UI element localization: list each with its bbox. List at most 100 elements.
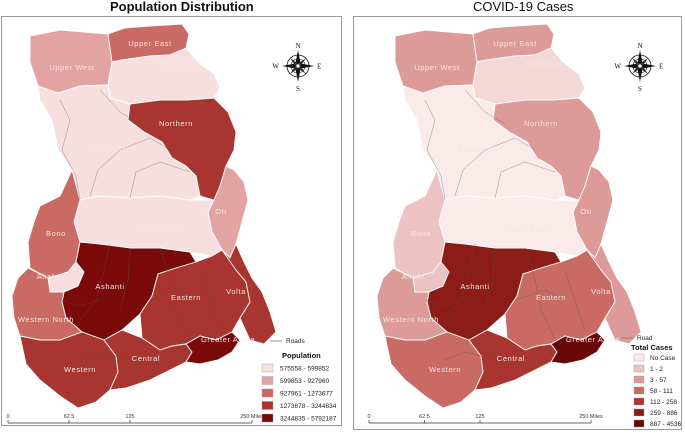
region-label-savannah: Savannah bbox=[93, 145, 132, 154]
road-line bbox=[444, 243, 476, 321]
legend-swatch bbox=[633, 364, 645, 373]
scale-tick-label: 0 bbox=[367, 414, 370, 420]
road-line bbox=[524, 247, 556, 341]
region-label-bono-east: Bono East bbox=[142, 225, 182, 234]
legend-swatch bbox=[261, 401, 274, 410]
legend-item-label: 887 - 4536 bbox=[650, 421, 681, 428]
population-map-frame bbox=[1, 16, 342, 426]
road-line bbox=[454, 137, 536, 197]
region-label-bono: Bono bbox=[411, 229, 431, 238]
road-line bbox=[119, 247, 131, 311]
road-line bbox=[424, 99, 446, 201]
legend-item-label: No Case bbox=[650, 355, 676, 362]
region-label-north-east: North East bbox=[524, 59, 566, 68]
cases-legend-title: Total Cases bbox=[631, 343, 673, 352]
legend-item-label: 599853 - 927960 bbox=[280, 378, 330, 385]
region-label-northern: Northern bbox=[524, 119, 558, 128]
region-label-eastern: Eastern bbox=[536, 293, 566, 302]
road-line bbox=[79, 351, 161, 361]
region-label-oti: Oti bbox=[215, 207, 226, 216]
region-bono bbox=[392, 168, 446, 279]
road-layer bbox=[59, 89, 221, 361]
covid-map-panel: COVID-19 Cases Upper West Upper East North… bbox=[353, 0, 685, 434]
scale-tick-label: 62.5 bbox=[64, 414, 75, 420]
legend-swatch bbox=[633, 419, 645, 428]
compass-west-label: W bbox=[272, 63, 279, 71]
road-line bbox=[199, 269, 221, 331]
legend-item-label: 1 - 2 bbox=[650, 366, 663, 373]
region-label-oti: Oti bbox=[580, 207, 591, 216]
scale-tick-label: 250 Miles bbox=[240, 414, 264, 420]
compass-north-label: N bbox=[295, 42, 300, 50]
legend-swatch bbox=[261, 413, 274, 423]
region-label-greater-accra: Greater Accra bbox=[566, 335, 620, 344]
region-label-upper-east: Upper East bbox=[128, 39, 172, 48]
legend-swatch bbox=[261, 388, 274, 398]
region-savannah bbox=[37, 84, 201, 201]
compass-north-label: N bbox=[637, 42, 642, 50]
population-map-title: Population Distribution bbox=[110, 0, 254, 14]
region-volta bbox=[221, 242, 277, 345]
region-volta bbox=[586, 242, 642, 345]
region-layer bbox=[376, 23, 642, 409]
region-label-western: Western bbox=[64, 365, 96, 374]
region-label-western-north: Western North bbox=[18, 315, 74, 324]
region-label-ahafo: Ahafo bbox=[402, 272, 425, 281]
region-upper-west bbox=[394, 29, 478, 94]
region-label-north-east: North East bbox=[159, 59, 201, 68]
region-label-ashanti: Ashanti bbox=[460, 282, 489, 291]
legend-swatch bbox=[261, 363, 274, 373]
legend-item-label: 58 - 111 bbox=[650, 388, 673, 395]
population-map-panel: Population Distribution Upper West Upper … bbox=[1, 0, 342, 426]
region-label-ahafo: Ahafo bbox=[37, 272, 60, 281]
road-legend-label: Road bbox=[637, 335, 653, 342]
compass-rose-icon: N S E W bbox=[272, 42, 321, 93]
covid-map: Upper West Upper East North East Northern Sa… bbox=[367, 23, 681, 428]
legend-swatch bbox=[633, 375, 645, 384]
scale-bar: 0 62.5 125 250 Miles bbox=[6, 414, 264, 424]
legend-item-label: 112 - 258 bbox=[650, 399, 677, 406]
scale-tick-label: 250 Miles bbox=[579, 414, 603, 420]
region-label-bono: Bono bbox=[46, 229, 66, 238]
scale-tick-label: 0 bbox=[6, 414, 9, 420]
region-upper-west bbox=[29, 29, 113, 94]
covid-map-frame bbox=[353, 16, 682, 430]
legend-item-label: 3 - 57 bbox=[650, 377, 667, 384]
region-labels: Upper West Upper East North East Northern Sa… bbox=[18, 39, 255, 374]
legend-item-label: 927961 - 1273677 bbox=[280, 391, 333, 398]
scale-tick-label: 125 bbox=[125, 414, 134, 420]
region-layer bbox=[11, 23, 277, 409]
region-label-savannah: Savannah bbox=[458, 145, 497, 154]
region-savannah bbox=[402, 84, 566, 201]
region-label-greater-accra: Greater Accra bbox=[201, 335, 255, 344]
legend-swatch bbox=[633, 353, 645, 362]
road-line bbox=[59, 299, 101, 307]
region-label-western-north: Western North bbox=[383, 315, 439, 324]
road-line bbox=[99, 89, 141, 125]
region-label-central: Central bbox=[497, 354, 525, 363]
road-line bbox=[159, 247, 191, 341]
scale-bar: 0 62.5 125 250 Miles bbox=[367, 414, 603, 424]
legend-item-label: 259 - 886 bbox=[650, 410, 678, 417]
road-line bbox=[79, 243, 111, 321]
region-bono bbox=[27, 168, 81, 279]
road-line bbox=[89, 137, 171, 197]
compass-rose-icon: N S E W bbox=[614, 42, 663, 93]
roads-legend-label: Roads bbox=[286, 338, 306, 345]
road-line bbox=[514, 289, 566, 301]
compass-east-label: E bbox=[317, 63, 321, 71]
legend-item-label: 3244835 - 5792187 bbox=[280, 416, 337, 423]
legend-item-label: 1273678 - 3244834 bbox=[280, 403, 337, 410]
region-label-western: Western bbox=[429, 365, 461, 374]
legend-swatch bbox=[261, 376, 274, 385]
road-line bbox=[494, 161, 556, 199]
region-label-upper-east: Upper East bbox=[493, 39, 537, 48]
region-label-northern: Northern bbox=[159, 119, 193, 128]
road-line bbox=[444, 351, 526, 361]
region-label-upper-west: Upper West bbox=[414, 63, 460, 72]
road-line bbox=[424, 299, 466, 307]
legend-swatch bbox=[633, 386, 645, 395]
legend-swatch bbox=[633, 408, 645, 417]
compass-west-label: W bbox=[614, 63, 621, 71]
